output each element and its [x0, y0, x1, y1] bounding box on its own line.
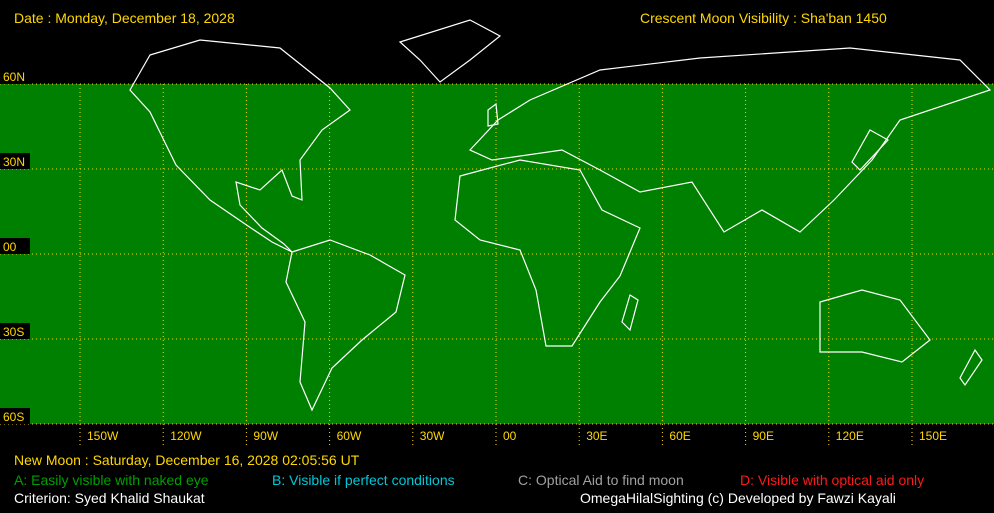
- lon-label: 120E: [836, 429, 864, 443]
- lon-label: 30E: [586, 429, 607, 443]
- north-america: [129, 39, 351, 253]
- australia: [819, 289, 931, 363]
- legend-c: C: Optical Aid to find moon: [518, 472, 684, 488]
- new-zealand: [959, 348, 983, 387]
- madagascar: [621, 294, 639, 332]
- greenland: [398, 19, 502, 83]
- lat-label-bg: [0, 238, 30, 254]
- axis-labels: 60N 30N 00 30S 60S 150W 120W 90W 60W 30W 00 30E 60E 9…: [0, 68, 947, 443]
- lat-label-bg: [0, 153, 30, 169]
- eurasia: [468, 47, 992, 233]
- lat-label-bg: [0, 68, 30, 84]
- credit: OmegaHilalSighting (c) Developed by Fawz…: [580, 490, 896, 506]
- british-isles: [487, 102, 499, 127]
- graticule: [0, 83, 994, 448]
- south-america: [285, 239, 406, 412]
- legend-d: D: Visible with optical aid only: [740, 472, 924, 488]
- japan: [851, 129, 889, 171]
- lat-label: 60S: [3, 410, 24, 424]
- lat-label: 30S: [3, 325, 24, 339]
- lon-label: 90W: [253, 429, 278, 443]
- lon-label: 150W: [87, 429, 119, 443]
- lon-label: 150E: [919, 429, 947, 443]
- africa: [454, 159, 641, 347]
- new-moon: New Moon : Saturday, December 16, 2028 0…: [14, 452, 360, 468]
- legend-a: A: Easily visible with naked eye: [14, 472, 209, 488]
- lon-label: 120W: [170, 429, 202, 443]
- lon-label: 30W: [420, 429, 445, 443]
- lat-label-bg: [0, 408, 30, 424]
- lat-label: 60N: [3, 70, 25, 84]
- lon-label: 60E: [669, 429, 690, 443]
- lon-label: 00: [503, 429, 517, 443]
- lat-label: 30N: [3, 155, 25, 169]
- lat-label: 00: [3, 240, 17, 254]
- criterion: Criterion: Syed Khalid Shaukat: [14, 490, 205, 506]
- lon-label: 60W: [337, 429, 362, 443]
- lat-label-bg: [0, 323, 30, 339]
- lon-label: 90E: [753, 429, 774, 443]
- legend-b: B: Visible if perfect conditions: [272, 472, 455, 488]
- map-title: Crescent Moon Visibility : Sha'ban 1450: [640, 10, 887, 26]
- coastlines: [129, 19, 992, 412]
- date: Date : Monday, December 18, 2028: [14, 10, 235, 26]
